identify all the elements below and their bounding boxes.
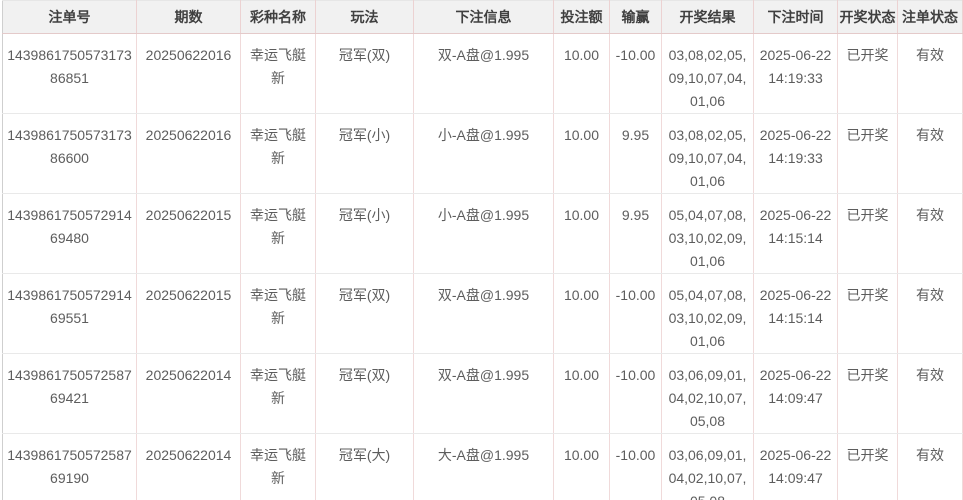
cell-draw-status: 已开奖 — [837, 273, 898, 354]
cell-order-id: 143986175057291469480 — [2, 193, 137, 274]
cell-order-status: 有效 — [897, 33, 963, 114]
cell-order-id: 143986175057258769421 — [2, 353, 137, 434]
cell-bet-amount: 10.00 — [553, 193, 610, 274]
column-header-bet-info: 下注信息 — [413, 0, 554, 34]
cell-period: 20250622016 — [136, 113, 241, 194]
cell-win-loss: -10.00 — [609, 33, 662, 114]
cell-period: 20250622014 — [136, 433, 241, 500]
cell-lottery-name: 幸运飞艇新 — [240, 33, 316, 114]
cell-order-status: 有效 — [897, 273, 963, 354]
cell-bet-time: 2025-06-22 14:15:14 — [753, 193, 838, 274]
cell-bet-info: 小-A盘@1.995 — [413, 193, 554, 274]
column-header-play-type: 玩法 — [315, 0, 414, 34]
cell-period: 20250622016 — [136, 33, 241, 114]
cell-order-id: 143986175057317386851 — [2, 33, 137, 114]
cell-play-type: 冠军(双) — [315, 33, 414, 114]
column-header-lottery-name: 彩种名称 — [240, 0, 316, 34]
cell-draw-status: 已开奖 — [837, 353, 898, 434]
cell-draw-status: 已开奖 — [837, 113, 898, 194]
cell-play-type: 冠军(双) — [315, 273, 414, 354]
column-header-order-status: 注单状态 — [897, 0, 963, 34]
table-body: 143986175057317386851 20250622016 幸运飞艇新 冠军(… — [2, 33, 963, 500]
cell-bet-info: 大-A盘@1.995 — [413, 433, 554, 500]
cell-win-loss: -10.00 — [609, 433, 662, 500]
cell-bet-time: 2025-06-22 14:19:33 — [753, 113, 838, 194]
cell-order-status: 有效 — [897, 193, 963, 274]
cell-draw-result: 03,06,09,01,04,02,10,07,05,08 — [661, 353, 754, 434]
cell-draw-result: 05,04,07,08,03,10,02,09,01,06 — [661, 273, 754, 354]
cell-draw-status: 已开奖 — [837, 433, 898, 500]
cell-order-id: 143986175057258769190 — [2, 433, 137, 500]
cell-lottery-name: 幸运飞艇新 — [240, 113, 316, 194]
column-header-draw-result: 开奖结果 — [661, 0, 754, 34]
table-row: 143986175057317386600 20250622016 幸运飞艇新 冠军(… — [2, 113, 963, 194]
cell-period: 20250622015 — [136, 273, 241, 354]
cell-draw-result: 03,06,09,01,04,02,10,07,05,08 — [661, 433, 754, 500]
cell-bet-info: 小-A盘@1.995 — [413, 113, 554, 194]
table-row: 143986175057258769190 20250622014 幸运飞艇新 冠军(… — [2, 433, 963, 500]
cell-order-id: 143986175057291469551 — [2, 273, 137, 354]
cell-win-loss: -10.00 — [609, 273, 662, 354]
cell-order-status: 有效 — [897, 353, 963, 434]
cell-order-status: 有效 — [897, 433, 963, 500]
table-row: 143986175057291469551 20250622015 幸运飞艇新 冠军(… — [2, 273, 963, 354]
cell-bet-amount: 10.00 — [553, 33, 610, 114]
table-row: 143986175057258769421 20250622014 幸运飞艇新 冠军(… — [2, 353, 963, 434]
table-header-row: 注单号 期数 彩种名称 玩法 下注信息 投注额 输赢 开奖结果 下注时间 开奖状态 注单状态 — [2, 0, 963, 34]
column-header-order-id: 注单号 — [2, 0, 137, 34]
cell-bet-amount: 10.00 — [553, 353, 610, 434]
cell-draw-result: 03,08,02,05,09,10,07,04,01,06 — [661, 33, 754, 114]
cell-win-loss: 9.95 — [609, 193, 662, 274]
cell-play-type: 冠军(小) — [315, 193, 414, 274]
cell-bet-time: 2025-06-22 14:09:47 — [753, 353, 838, 434]
cell-win-loss: 9.95 — [609, 113, 662, 194]
cell-bet-amount: 10.00 — [553, 433, 610, 500]
cell-win-loss: -10.00 — [609, 353, 662, 434]
cell-lottery-name: 幸运飞艇新 — [240, 273, 316, 354]
cell-bet-time: 2025-06-22 14:09:47 — [753, 433, 838, 500]
cell-bet-amount: 10.00 — [553, 113, 610, 194]
column-header-win-loss: 输赢 — [609, 0, 662, 34]
cell-bet-time: 2025-06-22 14:15:14 — [753, 273, 838, 354]
column-header-draw-status: 开奖状态 — [837, 0, 898, 34]
cell-draw-result: 05,04,07,08,03,10,02,09,01,06 — [661, 193, 754, 274]
column-header-bet-time: 下注时间 — [753, 0, 838, 34]
cell-draw-result: 03,08,02,05,09,10,07,04,01,06 — [661, 113, 754, 194]
column-header-bet-amount: 投注额 — [553, 0, 610, 34]
cell-bet-time: 2025-06-22 14:19:33 — [753, 33, 838, 114]
cell-lottery-name: 幸运飞艇新 — [240, 433, 316, 500]
cell-order-status: 有效 — [897, 113, 963, 194]
cell-lottery-name: 幸运飞艇新 — [240, 353, 316, 434]
cell-draw-status: 已开奖 — [837, 33, 898, 114]
table-row: 143986175057317386851 20250622016 幸运飞艇新 冠军(… — [2, 33, 963, 114]
cell-lottery-name: 幸运飞艇新 — [240, 193, 316, 274]
cell-bet-info: 双-A盘@1.995 — [413, 273, 554, 354]
table-row: 143986175057291469480 20250622015 幸运飞艇新 冠军(… — [2, 193, 963, 274]
column-header-period: 期数 — [136, 0, 241, 34]
cell-play-type: 冠军(大) — [315, 433, 414, 500]
cell-draw-status: 已开奖 — [837, 193, 898, 274]
cell-play-type: 冠军(双) — [315, 353, 414, 434]
cell-play-type: 冠军(小) — [315, 113, 414, 194]
cell-order-id: 143986175057317386600 — [2, 113, 137, 194]
cell-bet-amount: 10.00 — [553, 273, 610, 354]
cell-period: 20250622015 — [136, 193, 241, 274]
cell-bet-info: 双-A盘@1.995 — [413, 33, 554, 114]
cell-bet-info: 双-A盘@1.995 — [413, 353, 554, 434]
cell-period: 20250622014 — [136, 353, 241, 434]
